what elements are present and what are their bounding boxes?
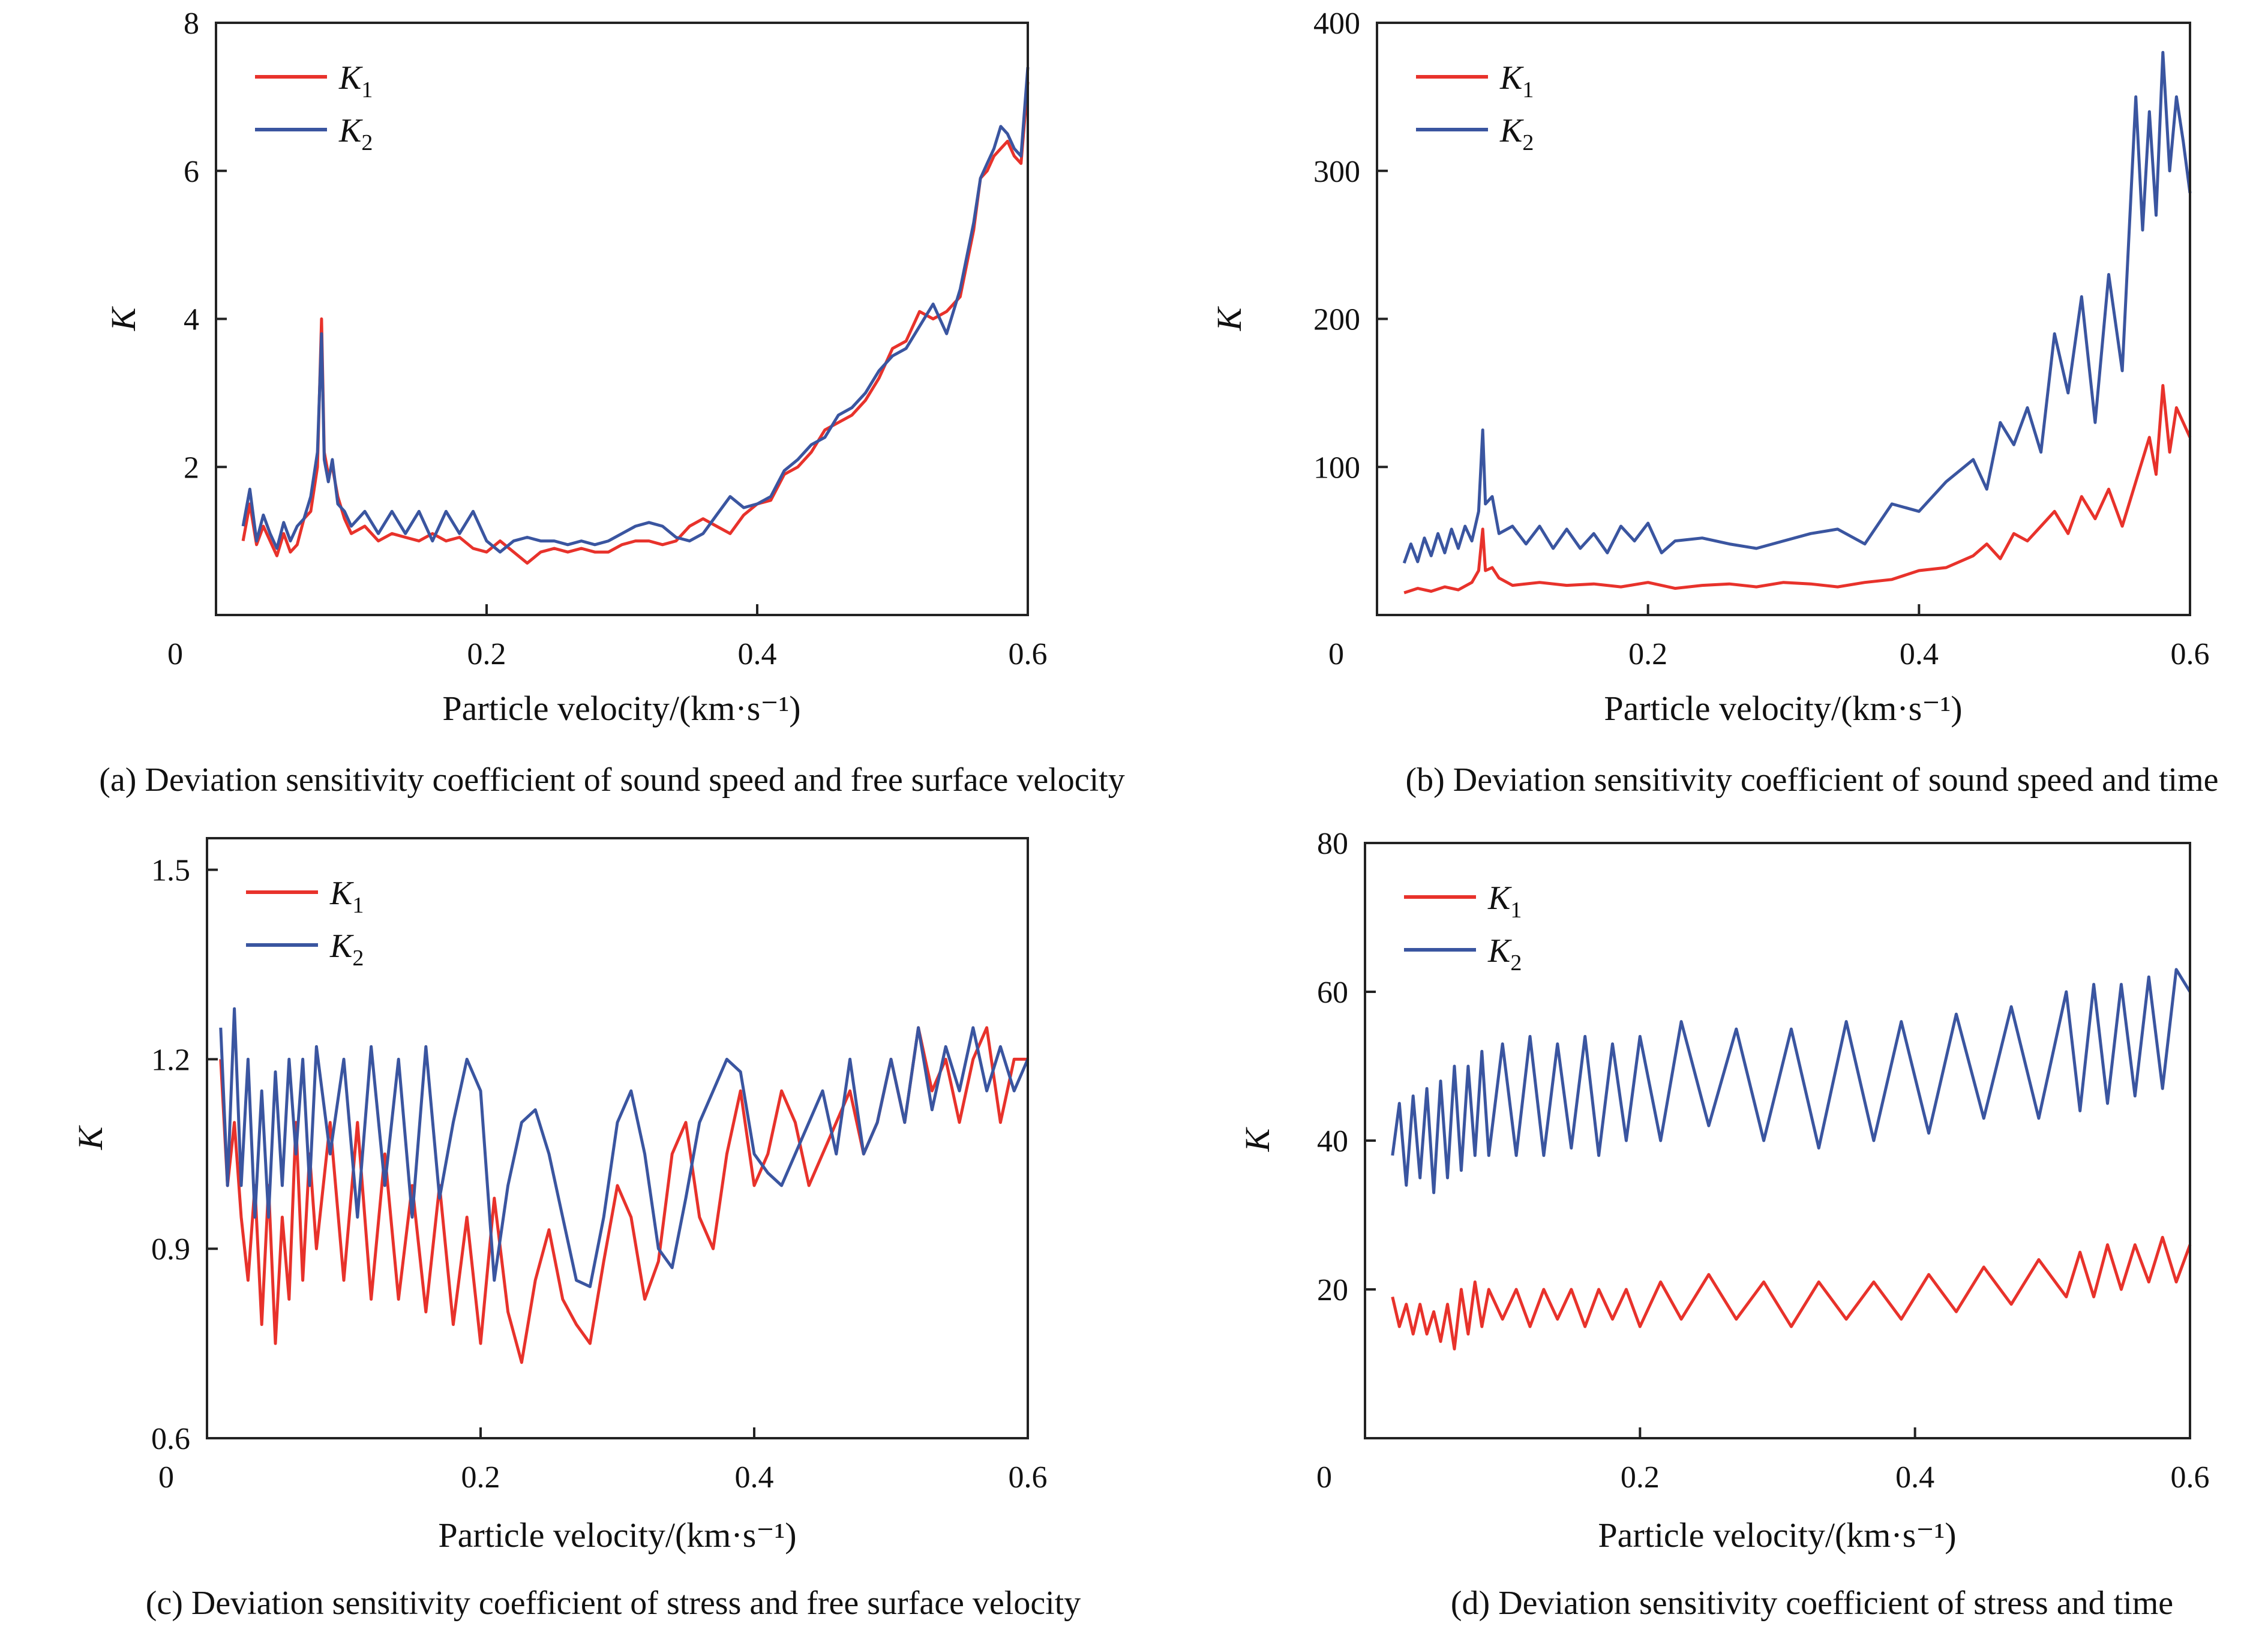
y-axis-label-a: K xyxy=(104,305,143,331)
axis-layer-c: 0 0.2 0.4 0.6 0.6 0.9 1.2 1.5 xyxy=(151,854,1048,1495)
y-axis-label-d: K xyxy=(1238,1126,1277,1152)
y-tick-label-a-0: 2 xyxy=(184,451,199,485)
y-tick-label-d-3: 80 xyxy=(1317,827,1348,861)
y-axis-label-c: K xyxy=(71,1124,110,1150)
legend-label-d-k2: K2 xyxy=(1487,932,1522,976)
y-tick-label-b-0: 100 xyxy=(1313,451,1360,485)
x-tick-label-c-0: 0 xyxy=(158,1460,174,1495)
x-tick-label-b-3: 0.6 xyxy=(2171,637,2210,671)
series-line-c-k2 xyxy=(219,1007,1030,1288)
series-line-d-k2 xyxy=(1391,968,2192,1195)
caption-c: (c) Deviation sensitivity coefficient of… xyxy=(146,1585,1081,1622)
y-tick-label-b-3: 400 xyxy=(1313,7,1360,41)
x-tick-label-d-2: 0.4 xyxy=(1895,1460,1934,1495)
x-tick-label-c-1: 0.2 xyxy=(461,1460,500,1495)
x-tick-label-d-0: 0 xyxy=(1316,1460,1332,1495)
caption-d: (d) Deviation sensitivity coefficient of… xyxy=(1451,1585,2173,1622)
x-axis-label-c: Particle velocity/(km·s⁻¹) xyxy=(438,1516,796,1555)
series-layer-c xyxy=(219,1007,1030,1364)
y-tick-label-a-2: 6 xyxy=(184,155,199,189)
series-line-a-k2 xyxy=(241,67,1030,554)
y-axis-label-b: K xyxy=(1210,305,1249,331)
caption-b: (b) Deviation sensitivity coefficient of… xyxy=(1405,761,2218,799)
x-axis-label-d: Particle velocity/(km·s⁻¹) xyxy=(1598,1516,1956,1555)
x-tick-label-a-1: 0.2 xyxy=(467,637,506,671)
x-tick-label-d-1: 0.2 xyxy=(1621,1460,1660,1495)
legend-label-a-k2: K2 xyxy=(338,112,373,155)
x-tick-label-a-0: 0 xyxy=(167,637,183,671)
legend-label-c-k2: K2 xyxy=(329,928,364,971)
plot-frame-a xyxy=(215,22,1029,616)
series-line-b-k2 xyxy=(1402,50,2192,564)
axis-layer-d: 0 0.2 0.4 0.6 20 40 60 80 xyxy=(1316,827,2210,1495)
series-line-a-k1 xyxy=(241,82,1030,565)
y-tick-label-c-3: 1.5 xyxy=(151,854,190,888)
plot-frame-c xyxy=(206,837,1029,1439)
x-tick-label-a-2: 0.4 xyxy=(738,637,777,671)
x-tick-label-a-3: 0.6 xyxy=(1009,637,1048,671)
axis-layer-b: 0 0.2 0.4 0.6 100 200 300 400 xyxy=(1313,7,2210,671)
series-line-b-k1 xyxy=(1403,384,2192,595)
x-tick-label-c-3: 0.6 xyxy=(1009,1460,1048,1495)
y-tick-label-b-1: 200 xyxy=(1313,303,1360,337)
x-axis-label-a: Particle velocity/(km·s⁻¹) xyxy=(442,689,800,728)
series-layer-a xyxy=(241,67,1030,565)
series-line-d-k1 xyxy=(1391,1235,2192,1351)
legend-label-d-k1: K1 xyxy=(1487,880,1522,923)
legend-label-b-k2: K2 xyxy=(1499,112,1534,155)
x-tick-label-b-0: 0 xyxy=(1328,637,1344,671)
x-tick-label-c-2: 0.4 xyxy=(735,1460,774,1495)
y-tick-label-c-2: 1.2 xyxy=(151,1043,190,1077)
y-tick-label-a-3: 8 xyxy=(184,7,199,41)
axis-layer-a: 0 0.2 0.4 0.6 2 4 6 8 xyxy=(167,7,1048,671)
series-layer-b xyxy=(1402,50,2192,595)
x-axis-label-b: Particle velocity/(km·s⁻¹) xyxy=(1604,689,1962,728)
series-layer-d xyxy=(1391,968,2192,1351)
x-tick-label-b-2: 0.4 xyxy=(1900,637,1939,671)
y-tick-label-d-0: 20 xyxy=(1317,1273,1348,1307)
x-tick-label-b-1: 0.2 xyxy=(1628,637,1667,671)
y-tick-label-c-1: 0.9 xyxy=(151,1232,190,1267)
legend-label-a-k1: K1 xyxy=(338,59,373,103)
y-tick-label-d-2: 60 xyxy=(1317,976,1348,1010)
legend-label-b-k1: K1 xyxy=(1499,59,1534,103)
y-tick-label-a-1: 4 xyxy=(184,303,199,337)
y-tick-label-b-2: 300 xyxy=(1313,155,1360,189)
y-tick-label-d-1: 40 xyxy=(1317,1124,1348,1159)
caption-a: (a) Deviation sensitivity coefficient of… xyxy=(99,761,1124,799)
y-tick-label-c-0: 0.6 xyxy=(151,1422,190,1456)
legend-label-c-k1: K1 xyxy=(329,875,364,918)
x-tick-label-d-3: 0.6 xyxy=(2171,1460,2210,1495)
